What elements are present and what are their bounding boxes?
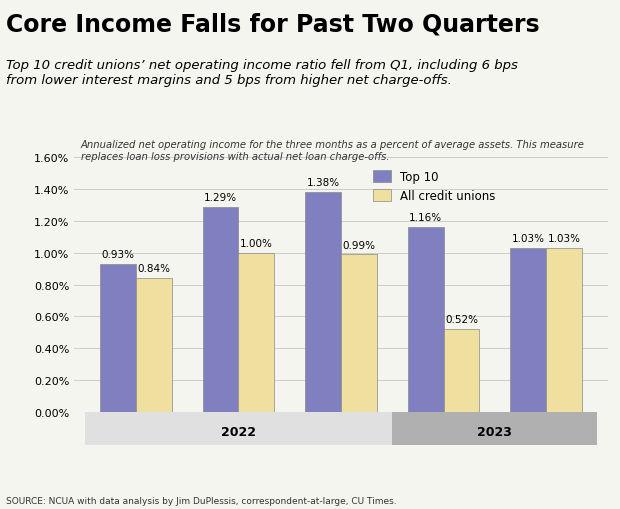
Legend: Top 10, All credit unions: Top 10, All credit unions (368, 166, 500, 208)
Bar (136, 278, 172, 412)
Bar (510, 248, 546, 412)
Bar (305, 193, 341, 412)
Text: 1.00%: 1.00% (240, 239, 273, 248)
Text: Core Income Falls for Past Two Quarters: Core Income Falls for Past Two Quarters (6, 13, 540, 37)
Text: Top 10 credit unions’ net operating income ratio fell from Q1, including 6 bps
f: Top 10 credit unions’ net operating inco… (6, 59, 518, 87)
Text: 0.52%: 0.52% (445, 315, 478, 325)
Text: SOURCE: NCUA with data analysis by Jim DuPlessis, correspondent-at-large, CU Tim: SOURCE: NCUA with data analysis by Jim D… (6, 496, 397, 505)
Text: 1.38%: 1.38% (306, 178, 340, 188)
Bar (341, 255, 377, 412)
Bar (546, 248, 582, 412)
Text: 0.99%: 0.99% (342, 240, 376, 250)
Text: 1.03%: 1.03% (547, 234, 580, 244)
Text: Annualized net operating income for the three months as a percent of average ass: Annualized net operating income for the … (81, 140, 585, 161)
Text: 0.84%: 0.84% (138, 264, 171, 274)
Text: 0.93%: 0.93% (102, 249, 135, 260)
Bar (203, 207, 239, 412)
Bar (239, 253, 275, 412)
Text: 1.03%: 1.03% (512, 234, 544, 244)
Text: 2023: 2023 (477, 425, 512, 438)
Text: 1.16%: 1.16% (409, 213, 442, 223)
Bar (392, 412, 597, 445)
Bar (443, 330, 479, 412)
Bar (100, 264, 136, 412)
Text: 2022: 2022 (221, 425, 256, 438)
Bar (408, 228, 443, 412)
Bar (85, 412, 392, 445)
Text: 1.29%: 1.29% (204, 192, 237, 203)
